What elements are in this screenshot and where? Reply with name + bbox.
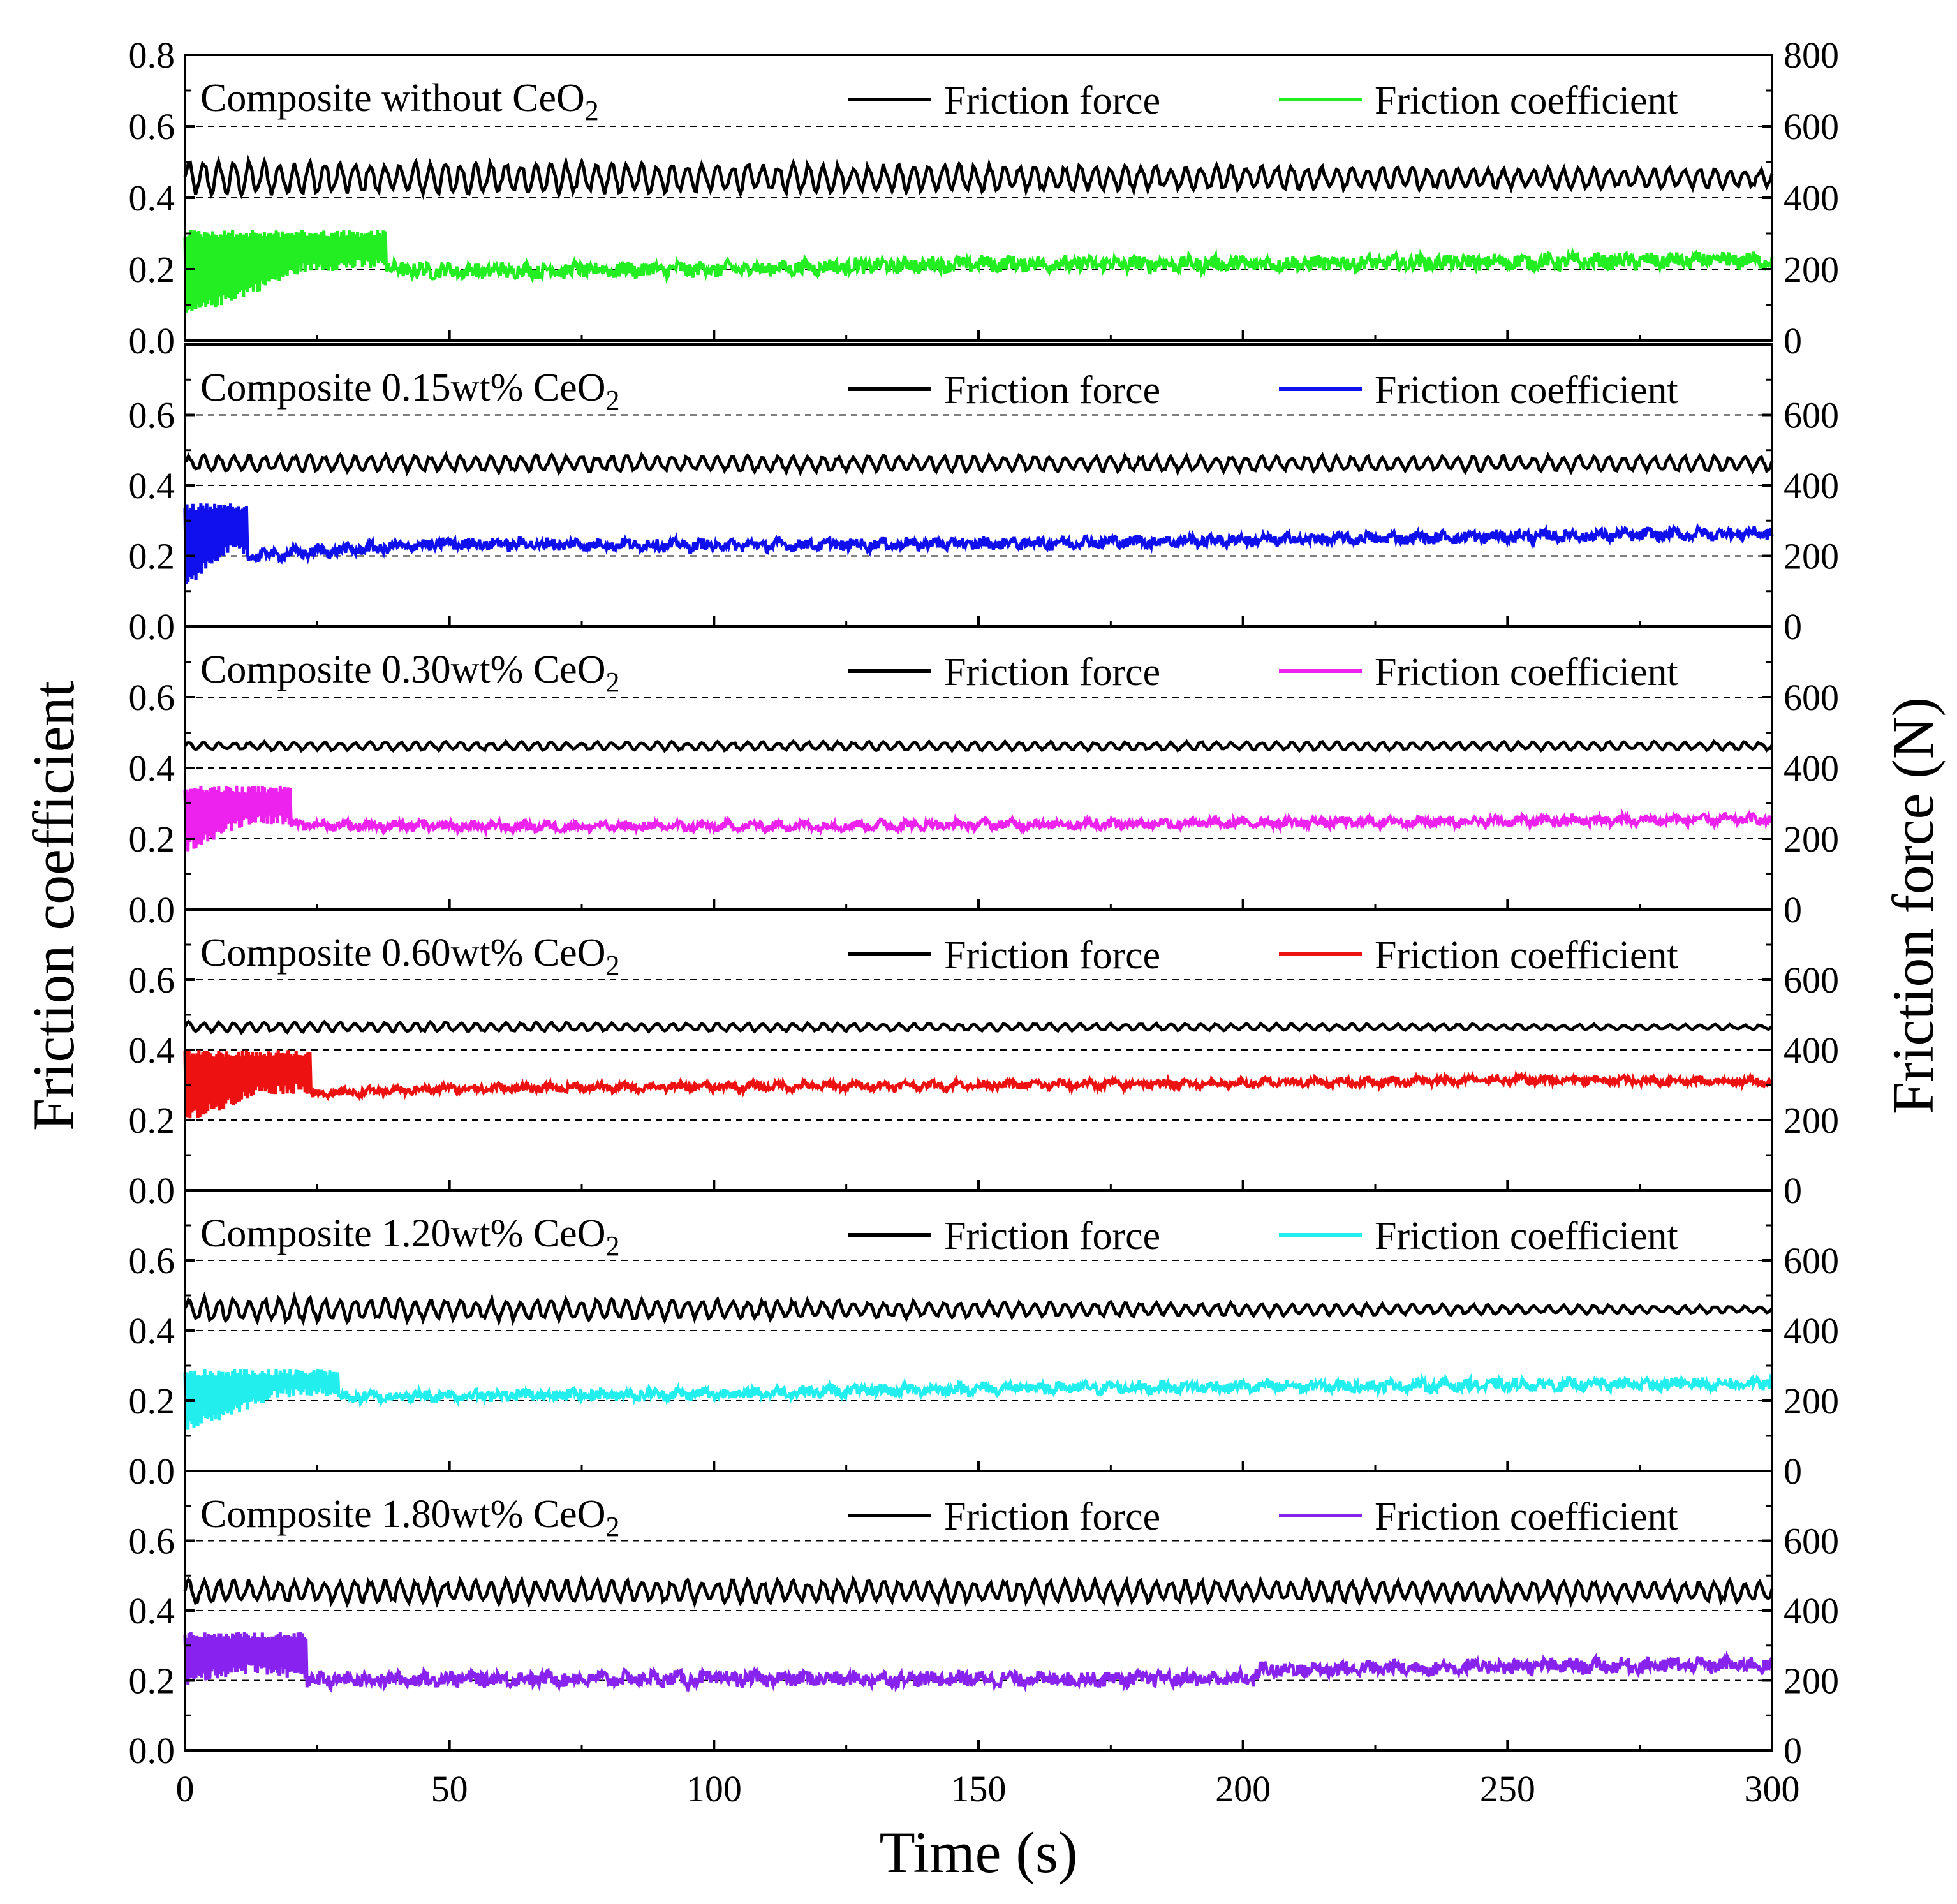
y2-tick-label: 600 [1783, 395, 1839, 436]
y-tick-label: 0.6 [129, 106, 175, 147]
y-tick-label: 0.8 [129, 34, 175, 76]
friction-coefficient-line-6 [183, 1632, 1774, 1694]
y-tick-label: 0.2 [129, 536, 175, 577]
y2-tick-label: 200 [1783, 536, 1839, 577]
y-tick-label: 0.2 [129, 249, 175, 290]
y2-tick-label: 0 [1783, 606, 1802, 647]
friction-force-line-3 [183, 739, 1774, 753]
x-tick-label: 100 [686, 1768, 742, 1810]
y2-tick-label: 200 [1783, 249, 1839, 290]
y2-tick-label: 200 [1783, 818, 1839, 860]
y-tick-label: 0.0 [129, 320, 175, 362]
y-tick-label: 0.0 [129, 1170, 175, 1211]
panel-title-4: Composite 0.60wt% CeO2 [200, 931, 619, 981]
legend-coef-label: Friction coefficient [1375, 79, 1678, 122]
legend-coef-label: Friction coefficient [1375, 1214, 1678, 1258]
y-tick-label: 0.4 [129, 1029, 175, 1071]
friction-coefficient-line-2 [183, 503, 1774, 584]
x-tick-label: 200 [1215, 1768, 1271, 1810]
panel-title-3: Composite 0.30wt% CeO2 [200, 648, 619, 698]
y-tick-label: 0.4 [129, 465, 175, 506]
y2-tick-label: 0 [1783, 1170, 1802, 1211]
y2-tick-label: 400 [1783, 1590, 1839, 1632]
friction-force-line-1 [183, 154, 1774, 200]
friction-force-line-4 [183, 1019, 1773, 1035]
friction-force-line-5 [183, 1291, 1773, 1327]
y-tick-label: 0.0 [129, 1730, 175, 1771]
y2-tick-label: 600 [1783, 959, 1839, 1001]
legend-coef-label: Friction coefficient [1375, 369, 1678, 412]
y2-tick-label: 400 [1783, 1310, 1839, 1352]
x-axis-title: Time (s) [880, 1820, 1078, 1885]
panel-title-6: Composite 1.80wt% CeO2 [200, 1493, 619, 1542]
x-tick-label: 250 [1480, 1768, 1535, 1810]
y2-tick-label: 800 [1783, 34, 1839, 76]
y-tick-label: 0.2 [129, 1380, 175, 1422]
friction-coefficient-line-3 [183, 785, 1773, 852]
y2-tick-label: 600 [1783, 1521, 1839, 1562]
y2-tick-label: 0 [1783, 1450, 1802, 1492]
y2-tick-label: 200 [1783, 1380, 1839, 1422]
y-axis-title: Friction coefficient [21, 681, 86, 1131]
y2-tick-label: 0 [1783, 1730, 1802, 1771]
y-tick-label: 0.6 [129, 677, 175, 718]
y2-tick-label: 600 [1783, 677, 1839, 718]
panel-title-5: Composite 1.20wt% CeO2 [200, 1212, 619, 1262]
legend-force-label: Friction force [944, 934, 1160, 977]
y2-tick-label: 600 [1783, 1240, 1839, 1281]
legend-force-label: Friction force [944, 1214, 1160, 1258]
legend-force-label: Friction force [944, 79, 1160, 122]
y2-tick-label: 200 [1783, 1100, 1839, 1141]
y-tick-label: 0.4 [129, 748, 175, 789]
y2-tick-label: 0 [1783, 320, 1802, 362]
y-tick-label: 0.6 [129, 1240, 175, 1281]
y2-axis-title: Friction force (N) [1880, 697, 1946, 1114]
friction-force-line-2 [184, 450, 1774, 477]
y2-tick-label: 400 [1783, 1029, 1839, 1071]
panel-title-2: Composite 0.15wt% CeO2 [200, 366, 619, 416]
y-tick-label: 0.4 [129, 177, 175, 219]
x-tick-label: 0 [176, 1768, 195, 1810]
y-tick-label: 0.0 [129, 606, 175, 647]
legend-force-label: Friction force [944, 369, 1160, 412]
legend-coef-label: Friction coefficient [1375, 934, 1678, 977]
y-tick-label: 0.0 [129, 1450, 175, 1492]
x-tick-label: 50 [431, 1768, 468, 1810]
y-tick-label: 0.0 [129, 889, 175, 931]
friction-coefficient-line-4 [183, 1050, 1773, 1119]
y-tick-label: 0.4 [129, 1590, 175, 1632]
legend-force-label: Friction force [944, 651, 1160, 694]
legend-coef-label: Friction coefficient [1375, 1495, 1678, 1539]
y2-tick-label: 0 [1783, 889, 1802, 931]
y2-tick-label: 400 [1783, 177, 1839, 219]
x-tick-label: 300 [1745, 1768, 1800, 1810]
y-tick-label: 0.6 [129, 395, 175, 436]
panel-title-1: Composite without CeO2 [200, 77, 599, 126]
friction-coefficient-line-1 [183, 230, 1774, 313]
legend-force-label: Friction force [944, 1495, 1160, 1539]
y2-tick-label: 400 [1783, 748, 1839, 789]
friction-coefficient-line-5 [183, 1369, 1774, 1430]
y2-tick-label: 200 [1783, 1660, 1839, 1702]
y-tick-label: 0.2 [129, 1100, 175, 1141]
y2-tick-label: 400 [1783, 465, 1839, 506]
y-tick-label: 0.2 [129, 818, 175, 860]
y-tick-label: 0.6 [129, 1521, 175, 1562]
y-tick-label: 0.6 [129, 959, 175, 1001]
legend-coef-label: Friction coefficient [1375, 651, 1678, 694]
y2-tick-label: 600 [1783, 106, 1839, 147]
friction-force-line-6 [183, 1574, 1774, 1609]
x-tick-label: 150 [951, 1768, 1007, 1810]
y-tick-label: 0.2 [129, 1660, 175, 1702]
y-tick-label: 0.4 [129, 1310, 175, 1352]
